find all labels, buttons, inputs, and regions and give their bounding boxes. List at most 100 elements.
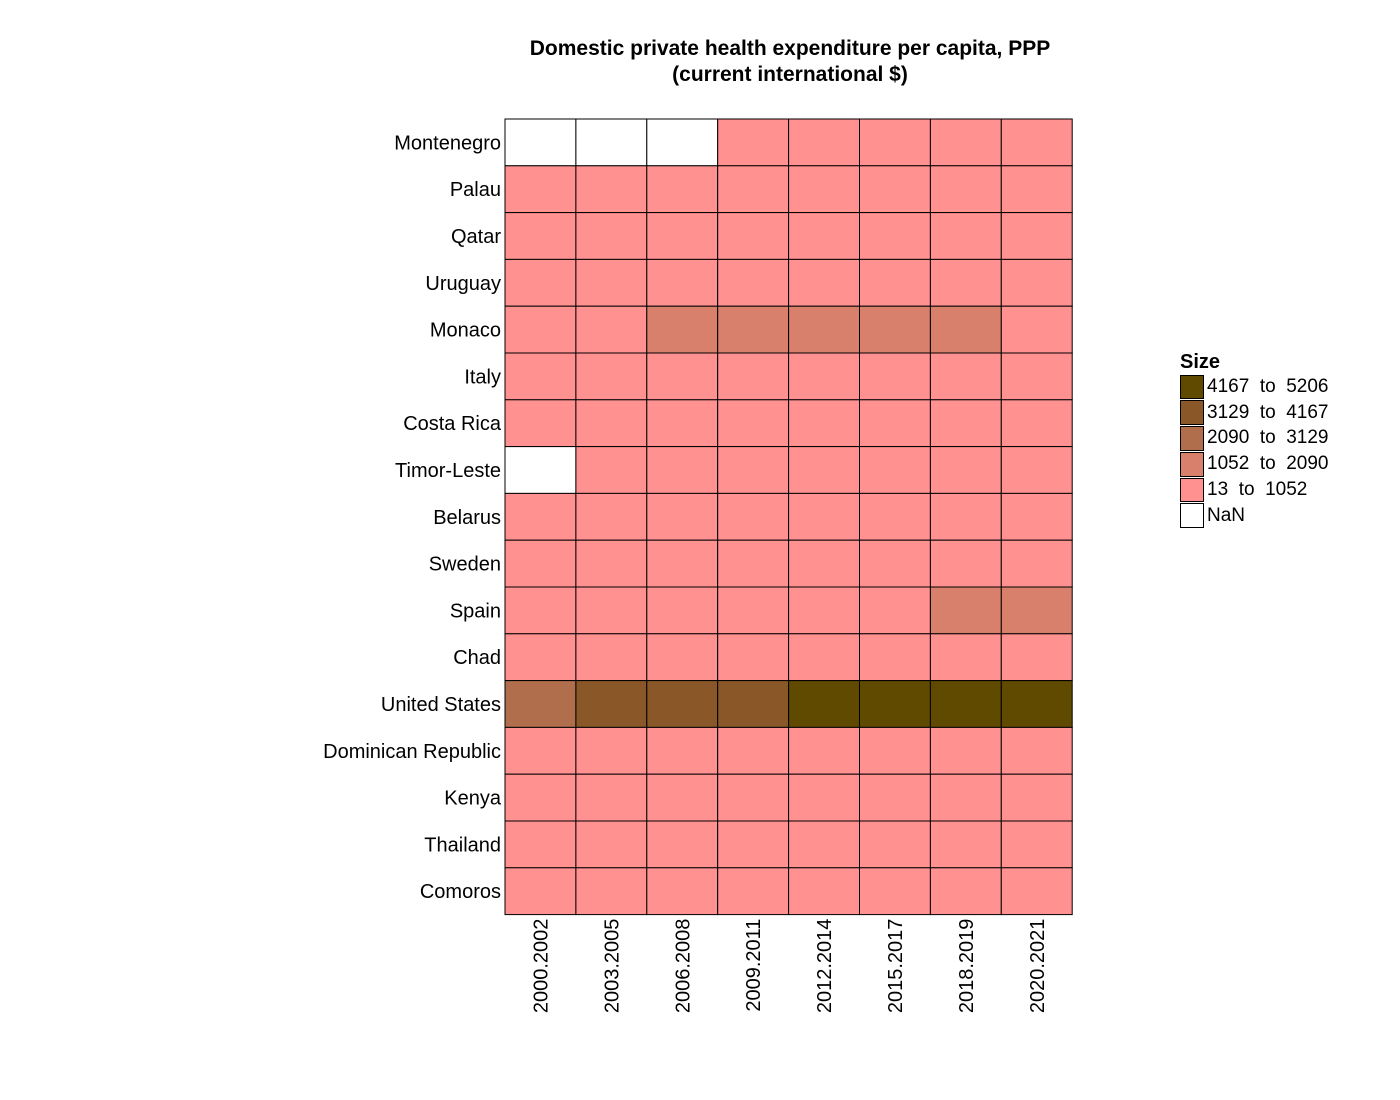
y-tick-label: Belarus xyxy=(433,507,501,529)
heatmap-cell xyxy=(788,539,860,588)
legend-item: NaN xyxy=(1180,503,1329,529)
heatmap-cell xyxy=(646,633,719,682)
heatmap-cell xyxy=(504,258,577,307)
heatmap-cell xyxy=(575,726,648,775)
heatmap-cell xyxy=(646,820,719,869)
heatmap-cell xyxy=(859,165,931,214)
legend-item: 4167 to 5206 xyxy=(1180,374,1329,400)
heatmap-cell xyxy=(717,680,790,728)
heatmap-cell xyxy=(717,726,790,775)
heatmap-cell xyxy=(929,633,1002,682)
y-tick-label: Thailand xyxy=(424,834,501,856)
heatmap-cell xyxy=(504,165,577,214)
heatmap-cell xyxy=(575,118,648,167)
heatmap-cell xyxy=(788,820,860,869)
heatmap-cell xyxy=(575,680,648,728)
heatmap-cell xyxy=(504,446,577,494)
y-tick-label: Kenya xyxy=(444,788,502,810)
heatmap-cell xyxy=(788,867,860,916)
heatmap-cell xyxy=(929,305,1002,354)
y-tick-label: Monaco xyxy=(430,320,501,342)
heatmap-cell xyxy=(717,586,790,635)
heatmap-cell xyxy=(1000,446,1073,494)
heatmap-cell xyxy=(717,492,790,541)
heatmap-cell xyxy=(646,492,719,541)
heatmap-cell xyxy=(646,726,719,775)
heatmap-cell xyxy=(646,352,719,401)
heatmap-cell xyxy=(859,212,931,260)
heatmap-cell xyxy=(646,165,719,214)
heatmap-cell xyxy=(929,399,1002,448)
legend-swatch xyxy=(1180,400,1204,426)
heatmap-cell xyxy=(717,539,790,588)
heatmap-cell xyxy=(717,305,790,354)
heatmap-cell xyxy=(717,446,790,494)
heatmap-cell xyxy=(788,446,860,494)
heatmap-cell xyxy=(788,492,860,541)
y-tick-label: Spain xyxy=(450,600,501,622)
heatmap-cell xyxy=(717,352,790,401)
chart-title-line-2: (current international $) xyxy=(672,63,908,86)
heatmap-cell xyxy=(646,305,719,354)
heatmap-cell xyxy=(929,726,1002,775)
chart-title-line-1: Domestic private health expenditure per … xyxy=(529,37,1051,60)
y-tick-label: Qatar xyxy=(451,226,501,248)
heatmap-cell xyxy=(717,820,790,869)
heatmap-cell xyxy=(504,399,577,448)
heatmap-cell xyxy=(717,118,790,167)
heatmap-cell xyxy=(859,726,931,775)
heatmap-cell xyxy=(859,305,931,354)
heatmap-cell xyxy=(575,399,648,448)
y-tick-label: Chad xyxy=(453,647,501,669)
heatmap-cell xyxy=(575,867,648,916)
heatmap-cell xyxy=(646,212,719,260)
heatmap-cell xyxy=(646,258,719,307)
heatmap-cell xyxy=(929,446,1002,494)
heatmap-cell xyxy=(929,820,1002,869)
y-tick-label: Timor-Leste xyxy=(395,460,501,482)
heatmap-cell xyxy=(788,399,860,448)
x-tick-label: 2009.2011 xyxy=(743,919,765,1012)
heatmap-cell xyxy=(504,212,577,260)
heatmap-cell xyxy=(788,586,860,635)
heatmap-cell xyxy=(1000,118,1073,167)
heatmap-cell xyxy=(504,352,577,401)
heatmap-cell xyxy=(575,820,648,869)
heatmap-cell xyxy=(504,867,577,916)
heatmap-cell xyxy=(1000,305,1073,354)
heatmap-cell xyxy=(504,586,577,635)
heatmap-cell xyxy=(646,867,719,916)
legend-item: 2090 to 3129 xyxy=(1180,426,1329,452)
heatmap-cell xyxy=(717,773,790,822)
heatmap-cell xyxy=(646,446,719,494)
heatmap-cell xyxy=(575,212,648,260)
heatmap-cell xyxy=(788,352,860,401)
heatmap-cell xyxy=(1000,820,1073,869)
heatmap-cell xyxy=(504,305,577,354)
heatmap-cell xyxy=(859,680,931,728)
heatmap-cell xyxy=(504,680,577,728)
heatmap-cell xyxy=(859,539,931,588)
heatmap-cell xyxy=(504,773,577,822)
heatmap-cell xyxy=(1000,212,1073,260)
legend-swatch xyxy=(1180,374,1204,400)
heatmap-cell xyxy=(859,258,931,307)
heatmap-cell xyxy=(504,118,577,167)
heatmap-cell xyxy=(646,773,719,822)
heatmap-cell xyxy=(929,586,1002,635)
heatmap-cell xyxy=(504,726,577,775)
legend-swatch xyxy=(1180,503,1204,529)
legend-swatch xyxy=(1180,451,1204,477)
y-tick-label: Uruguay xyxy=(425,273,501,295)
legend-label: 13 to 1052 xyxy=(1207,479,1308,501)
heatmap-cell xyxy=(575,633,648,682)
heatmap-cell xyxy=(717,867,790,916)
legend-item: 13 to 1052 xyxy=(1180,477,1329,503)
x-tick-label: 2015.2017 xyxy=(885,919,907,1014)
heatmap-cell xyxy=(717,258,790,307)
x-tick-label: 2020.2021 xyxy=(1027,919,1049,1014)
x-tick-label: 2012.2014 xyxy=(814,919,836,1014)
heatmap-cell xyxy=(575,492,648,541)
heatmap-cell xyxy=(788,118,860,167)
heatmap-cell xyxy=(1000,165,1073,214)
